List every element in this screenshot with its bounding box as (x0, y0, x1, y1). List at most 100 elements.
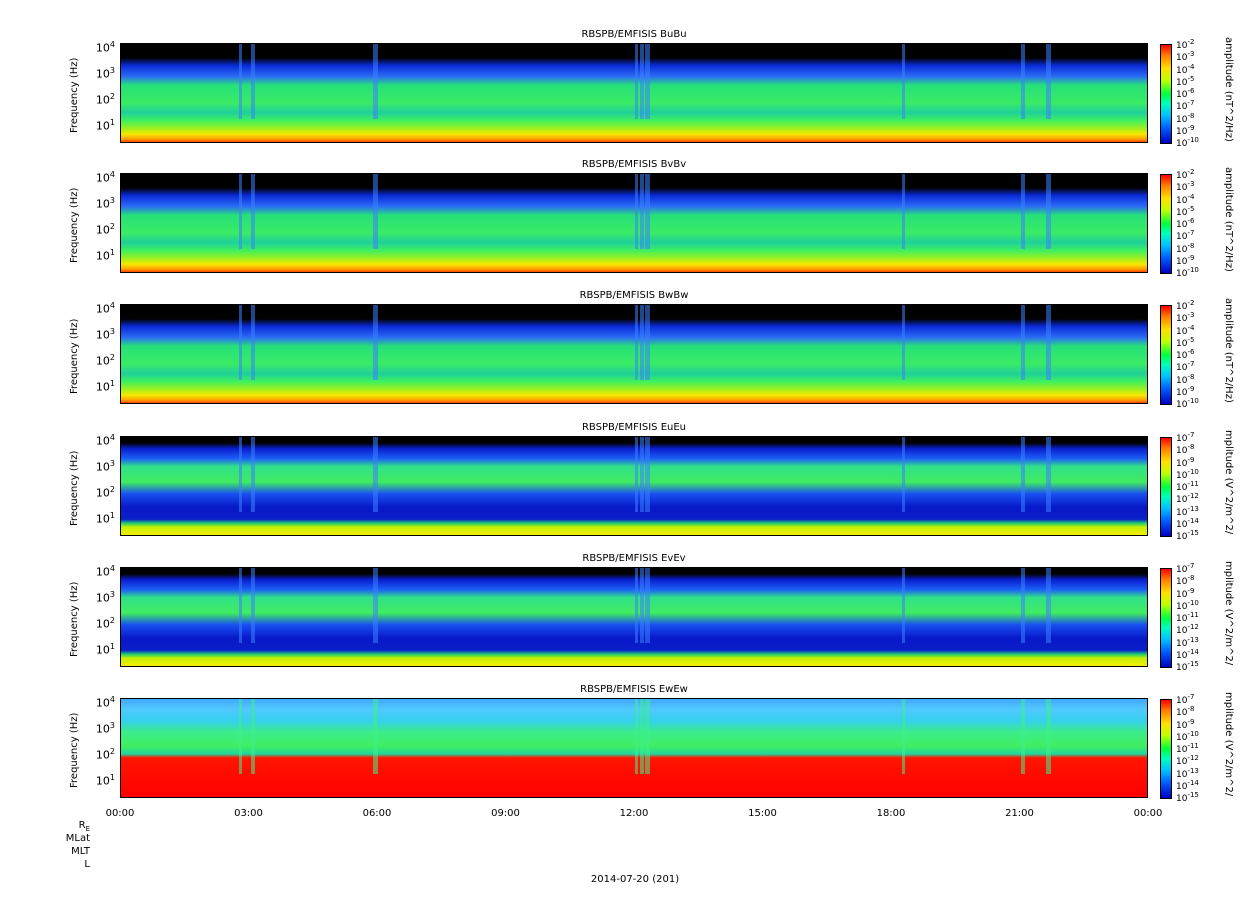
y-tick-label: 102 (95, 353, 115, 368)
colorbar (1160, 44, 1172, 144)
y-tick-label: 103 (95, 459, 115, 474)
colorbar-tick-label: 10-7 (1176, 693, 1195, 706)
spectrogram-panel[interactable] (120, 567, 1148, 667)
storm-spike (1021, 568, 1025, 643)
colorbar-tick-label: 10-10 (1176, 397, 1199, 410)
spectrogram-texture (239, 699, 1051, 774)
storm-spike (239, 44, 242, 119)
y-tick-label: 102 (95, 222, 115, 237)
storm-spike (645, 699, 650, 774)
colorbar-tick-label: 10-8 (1176, 241, 1195, 255)
ephemeris-label: RE (78, 820, 90, 833)
spectrogram-panel[interactable] (120, 173, 1148, 273)
storm-spike (1046, 174, 1051, 249)
storm-spike (640, 305, 644, 380)
storm-spike (635, 44, 638, 119)
storm-spike (373, 174, 378, 249)
spectrogram-panel[interactable] (120, 698, 1148, 798)
storm-spike (239, 568, 242, 643)
spectrogram-panel[interactable] (120, 304, 1148, 404)
ephemeris-label: L (84, 859, 90, 870)
colorbar-tick-label: 10-9 (1176, 253, 1195, 267)
y-tick-label: 101 (95, 379, 115, 394)
storm-spike (239, 437, 242, 512)
colorbar-tick-label: 10-15 (1176, 529, 1199, 542)
storm-spike (902, 568, 905, 643)
colorbar-tick-label: 10-11 (1176, 611, 1199, 624)
storm-spike (640, 44, 644, 119)
storm-spike (1021, 305, 1025, 380)
colorbar-tick-label: 10-8 (1176, 372, 1195, 386)
colorbar-tick-label: 10-7 (1176, 360, 1195, 374)
storm-spike (251, 568, 255, 643)
colorbar-label: amplitude (nT^2/Hz) (1223, 167, 1234, 272)
storm-spike (1021, 174, 1025, 249)
spectrogram-image (121, 44, 1147, 142)
storm-spike (1046, 568, 1051, 643)
storm-spike (1021, 699, 1025, 774)
colorbar-tick-label: 10-8 (1176, 574, 1195, 588)
storm-spike (645, 437, 650, 512)
storm-spike (251, 44, 255, 119)
colorbar-tick-label: 10-10 (1176, 598, 1199, 612)
ephemeris-label: MLT (71, 846, 90, 857)
storm-spike (251, 437, 255, 512)
y-tick-label: 103 (95, 590, 115, 605)
colorbar-tick-label: 10-8 (1176, 443, 1195, 457)
storm-spike (645, 568, 650, 643)
storm-spike (640, 437, 644, 512)
colorbar-tick-label: 10-15 (1176, 660, 1199, 673)
colorbar-tick-label: 10-7 (1176, 229, 1195, 243)
colorbar-label: amplitude (nT^2/Hz) (1223, 298, 1234, 403)
y-tick-label: 101 (95, 118, 115, 133)
storm-spike (640, 174, 644, 249)
panel-title: RBSPB/EMFISIS EuEu (581, 422, 687, 433)
storm-spike (1046, 44, 1051, 119)
colorbar-tick-label: 10-6 (1176, 217, 1195, 230)
y-tick-label: 104 (95, 564, 115, 579)
colorbar-tick-label: 10-13 (1176, 766, 1199, 780)
colorbar-tick-label: 10-9 (1176, 384, 1195, 398)
colorbar-tick-label: 10-9 (1176, 123, 1195, 137)
storm-spike (1046, 699, 1051, 774)
spectrogram-panel[interactable] (120, 43, 1148, 143)
colorbar-label: amplitude (nT^2/Hz) (1223, 37, 1234, 142)
colorbar-tick-label: 10-10 (1176, 136, 1199, 149)
spectrogram-texture (239, 568, 1051, 643)
storm-spike (1046, 437, 1051, 512)
x-tick-label: 06:00 (362, 808, 392, 819)
storm-spike (1046, 305, 1051, 380)
storm-spike (251, 699, 255, 774)
spectrogram-image (121, 568, 1147, 666)
storm-spike (635, 437, 638, 512)
storm-spike (635, 568, 638, 643)
date-label: 2014-07-20 (201) (590, 874, 680, 885)
colorbar-tick-label: 10-2 (1176, 38, 1195, 51)
spectrogram-panel[interactable] (120, 436, 1148, 536)
storm-spike (645, 174, 650, 249)
colorbar-tick-label: 10-10 (1176, 467, 1199, 481)
storm-spike (373, 305, 378, 380)
colorbar (1160, 568, 1172, 668)
spectrogram-image (121, 305, 1147, 403)
y-tick-label: 103 (95, 66, 115, 81)
colorbar-tick-label: 10-14 (1176, 516, 1199, 530)
y-tick-label: 101 (95, 248, 115, 263)
y-tick-label: 102 (95, 747, 115, 762)
colorbar-tick-label: 10-12 (1176, 492, 1199, 506)
y-tick-label: 102 (95, 485, 115, 500)
spectrogram-image (121, 174, 1147, 272)
colorbar-tick-label: 10-11 (1176, 742, 1199, 755)
colorbar (1160, 305, 1172, 405)
x-tick-label: 09:00 (491, 808, 520, 819)
colorbar-tick-label: 10-12 (1176, 623, 1199, 637)
y-tick-label: 101 (95, 642, 115, 657)
colorbar-tick-label: 10-8 (1176, 111, 1195, 125)
colorbar-tick-label: 10-9 (1176, 586, 1195, 600)
storm-spike (373, 44, 378, 119)
colorbar-tick-label: 10-7 (1176, 562, 1195, 575)
y-tick-label: 101 (95, 511, 115, 526)
x-tick-label: 00:00 (1133, 808, 1163, 819)
colorbar-tick-label: 10-7 (1176, 431, 1195, 444)
storm-spike (640, 699, 644, 774)
